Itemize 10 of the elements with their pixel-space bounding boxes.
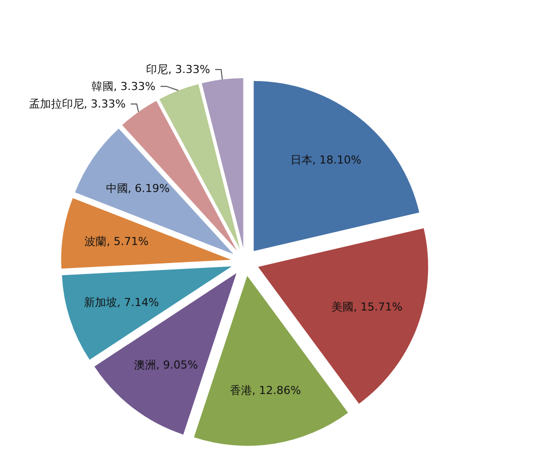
slice-label: 澳洲, 9.05%	[134, 358, 198, 372]
slice-label: 印尼, 3.33%	[146, 62, 210, 76]
slice-label: 中國, 6.19%	[106, 182, 170, 196]
slice-label: 孟加拉印尼, 3.33%	[28, 97, 126, 110]
slice-label: 香港, 12.86%	[230, 384, 301, 397]
slice-label: 美國, 15.71%	[331, 300, 402, 314]
slice-label: 日本, 18.10%	[290, 154, 362, 167]
slice-label: 韓國, 3.33%	[92, 80, 156, 93]
slice-label: 波蘭, 5.71%	[84, 234, 149, 248]
slice-label: 新加坡, 7.14%	[84, 296, 159, 309]
